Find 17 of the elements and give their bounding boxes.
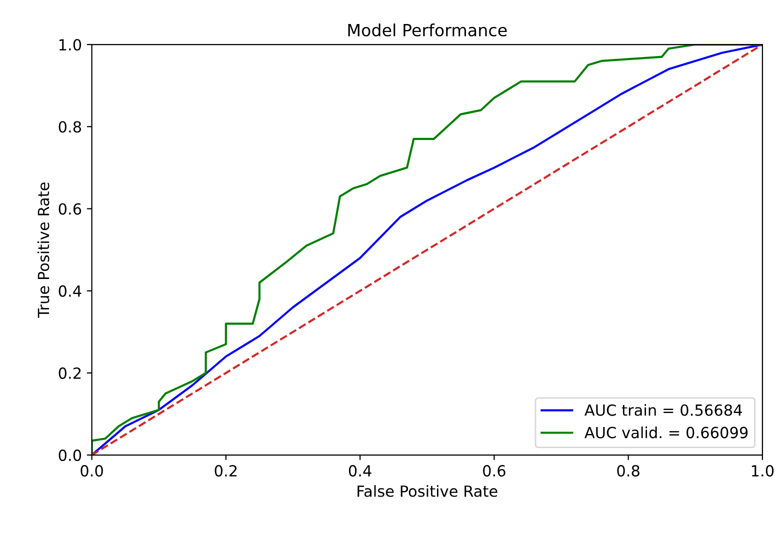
- y-tick-label: 0.2: [58, 367, 81, 379]
- x-tick-label: 0.0: [80, 465, 103, 477]
- x-tick-label: 0.4: [348, 465, 372, 477]
- legend-label: AUC train = 0.56684: [584, 404, 742, 416]
- x-tick-label: 0.8: [617, 465, 640, 477]
- y-tick-label: 0.0: [58, 450, 82, 462]
- y-tick-label: 1.0: [59, 38, 82, 51]
- x-tick-label: 0.6: [483, 465, 506, 477]
- x-axis-title: False Positive Rate: [358, 485, 498, 497]
- legend-label: AUC valid. = 0.66099: [584, 426, 748, 438]
- y-axis-title: True Positive Rate: [37, 182, 50, 318]
- chart-title: Model Performance: [348, 24, 507, 36]
- y-tick-label: 0.4: [58, 285, 82, 297]
- x-tick-label: 1.0: [752, 465, 774, 477]
- y-tick-label: 0.8: [58, 121, 82, 133]
- x-tick-label: 0.2: [214, 465, 237, 477]
- y-tick-label: 0.6: [58, 203, 82, 215]
